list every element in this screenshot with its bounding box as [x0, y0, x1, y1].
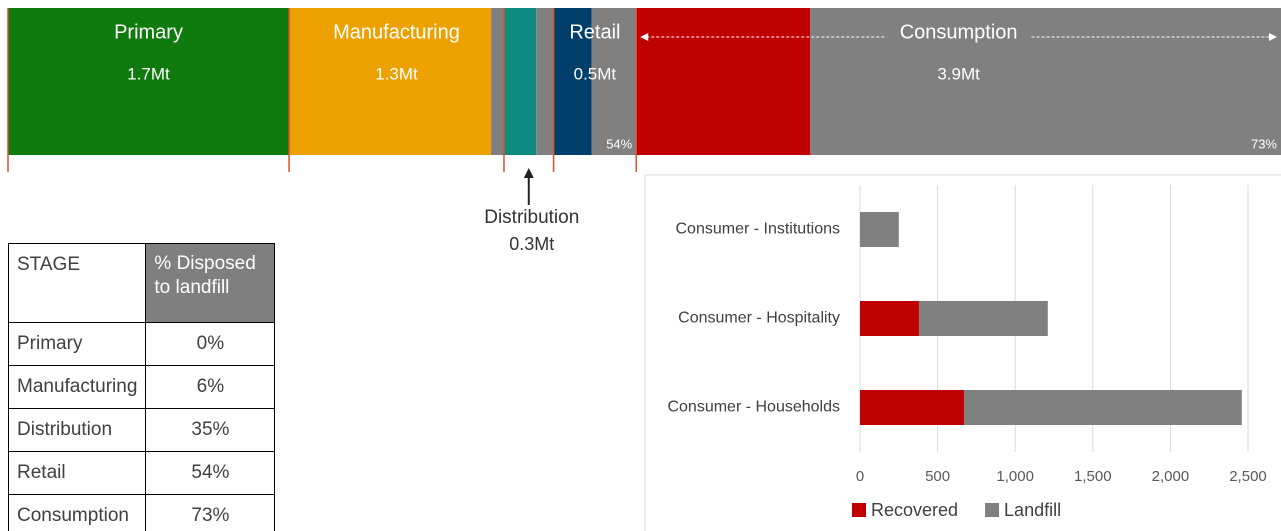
landfill-pct: 54% [606, 136, 632, 151]
stage-recovered [289, 8, 492, 155]
stage-recovered [636, 8, 811, 155]
table-row: Distribution 35% [7, 408, 276, 452]
stage-value: 3.9Mt [937, 64, 980, 83]
stage-label: Primary [114, 21, 183, 43]
x-tick-label: 2,500 [1229, 468, 1267, 485]
legend-label: Recovered [871, 500, 958, 520]
stage-recovered [553, 8, 592, 155]
table-row: Consumption 73% [7, 494, 276, 531]
header-cell: % Disposed to landfill [145, 243, 276, 323]
table-cell: 35% [145, 408, 276, 452]
landfill-pct: 73% [1251, 136, 1277, 151]
stage-table: STAGE% Disposed to landfill Primary 0% Manu… [7, 243, 276, 531]
y-tick-label: Consumer - Households [667, 399, 840, 416]
table-cell: 0% [145, 322, 276, 366]
bar [860, 301, 919, 336]
legend-swatch [852, 503, 866, 517]
legend-swatch [985, 503, 1000, 517]
table-row: STAGE% Disposed to landfill [7, 243, 276, 323]
x-tick-label: 1,500 [1074, 468, 1112, 485]
table-row: Manufacturing 6% [7, 365, 276, 409]
header-cell: STAGE [7, 243, 147, 323]
table-row: Retail 54% [7, 451, 276, 495]
stage-value: 0.3Mt [509, 234, 554, 254]
stage-landfill [591, 8, 637, 155]
stage-recovered [503, 8, 537, 155]
table-cell: 6% [145, 365, 276, 409]
table-cell: Distribution [7, 408, 147, 452]
stage-value: 0.5Mt [574, 64, 617, 83]
y-tick-label: Consumer - Institutions [675, 221, 840, 238]
legend-label: Landfill [1004, 500, 1061, 520]
stage-value: 1.3Mt [375, 64, 418, 83]
arrow-head [640, 33, 649, 41]
x-tick-label: 0 [856, 468, 864, 485]
stage-recovered [8, 8, 290, 155]
bar [860, 212, 899, 247]
table-cell: Manufacturing [7, 365, 147, 409]
stage-landfill [810, 8, 1281, 155]
stage-label: Distribution [484, 207, 579, 228]
table-cell: 73% [145, 494, 276, 531]
table-cell: Primary [7, 322, 147, 366]
bar [860, 390, 964, 425]
stage-landfill [491, 8, 504, 155]
stage-value: 1.7Mt [127, 64, 170, 83]
stage-label: Retail [569, 21, 620, 43]
bar [918, 301, 1048, 336]
stage-landfill [536, 8, 554, 155]
x-tick-label: 1,000 [996, 468, 1034, 485]
table-cell: Retail [7, 451, 147, 495]
table-cell: Consumption [7, 494, 147, 531]
table-row: Primary 0% [7, 322, 276, 366]
arrow-head [523, 168, 534, 178]
stage-label: Consumption [900, 21, 1018, 43]
arrow-head [1269, 33, 1277, 41]
x-tick-label: 500 [925, 468, 950, 485]
table-cell: 54% [145, 451, 276, 495]
y-tick-label: Consumer - Hospitality [678, 310, 840, 327]
stage-label: Manufacturing [333, 21, 460, 43]
x-tick-label: 2,000 [1152, 468, 1190, 485]
bar [963, 390, 1242, 425]
